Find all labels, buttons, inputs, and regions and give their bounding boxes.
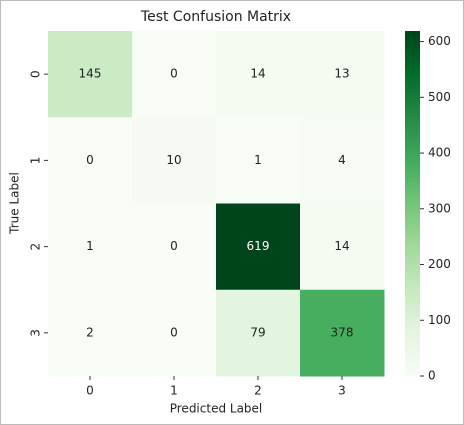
colorbar-tick-label: 200: [428, 257, 451, 271]
heatmap-cell: [48, 289, 133, 377]
cell-label: 14: [334, 239, 349, 253]
heatmap-cell: [216, 289, 301, 377]
heatmap-cell: [132, 117, 217, 204]
y-tick-label: 0: [29, 70, 43, 78]
cell-label: 10: [166, 153, 181, 167]
x-tick-label: 3: [338, 384, 346, 398]
colorbar-tick-label: 500: [428, 90, 451, 104]
chart-title: Test Confusion Matrix: [140, 9, 291, 25]
heatmap-cell: [300, 289, 385, 377]
y-tick-label: 1: [29, 157, 43, 165]
colorbar: [405, 31, 420, 376]
heatmap-cell: [300, 117, 385, 204]
y-tick-label: 2: [29, 243, 43, 251]
heatmap-cell: [300, 31, 385, 118]
colorbar-tick-label: 300: [428, 201, 451, 215]
heatmap-cell: [48, 31, 133, 118]
y-axis-label: True Label: [8, 172, 22, 235]
x-tick-label: 2: [254, 384, 262, 398]
cell-label: 1: [254, 153, 262, 167]
x-tick-label: 1: [170, 384, 178, 398]
cell-label: 79: [250, 325, 265, 339]
heatmap-cell: [300, 203, 385, 291]
heatmap-cell: [216, 203, 301, 291]
heatmap-cell: [48, 117, 133, 204]
cell-label: 0: [170, 239, 178, 253]
cell-label: 1: [86, 239, 94, 253]
heatmap-cell: [216, 117, 301, 204]
heatmap-cell: [132, 31, 217, 118]
colorbar-tick-label: 0: [428, 369, 436, 383]
cell-label: 145: [79, 67, 102, 81]
cell-label: 0: [170, 67, 178, 81]
heatmap-cell: [132, 203, 217, 291]
heatmap-cell: [132, 289, 217, 377]
cell-label: 0: [170, 325, 178, 339]
cell-label: 2: [86, 325, 94, 339]
colorbar-tick-label: 100: [428, 313, 451, 327]
cell-label: 14: [250, 67, 265, 81]
x-axis-label: Predicted Label: [170, 402, 263, 416]
heatmap-cell: [48, 203, 133, 291]
y-tick-label: 3: [29, 329, 43, 337]
heatmap-cell: [216, 31, 301, 118]
cell-label: 0: [86, 153, 94, 167]
cell-label: 378: [331, 325, 354, 339]
colorbar-tick-label: 600: [428, 34, 451, 48]
cell-label: 619: [247, 239, 270, 253]
cell-label: 4: [338, 153, 346, 167]
x-tick-label: 0: [86, 384, 94, 398]
colorbar-tick-label: 400: [428, 146, 451, 160]
cell-label: 13: [334, 67, 349, 81]
